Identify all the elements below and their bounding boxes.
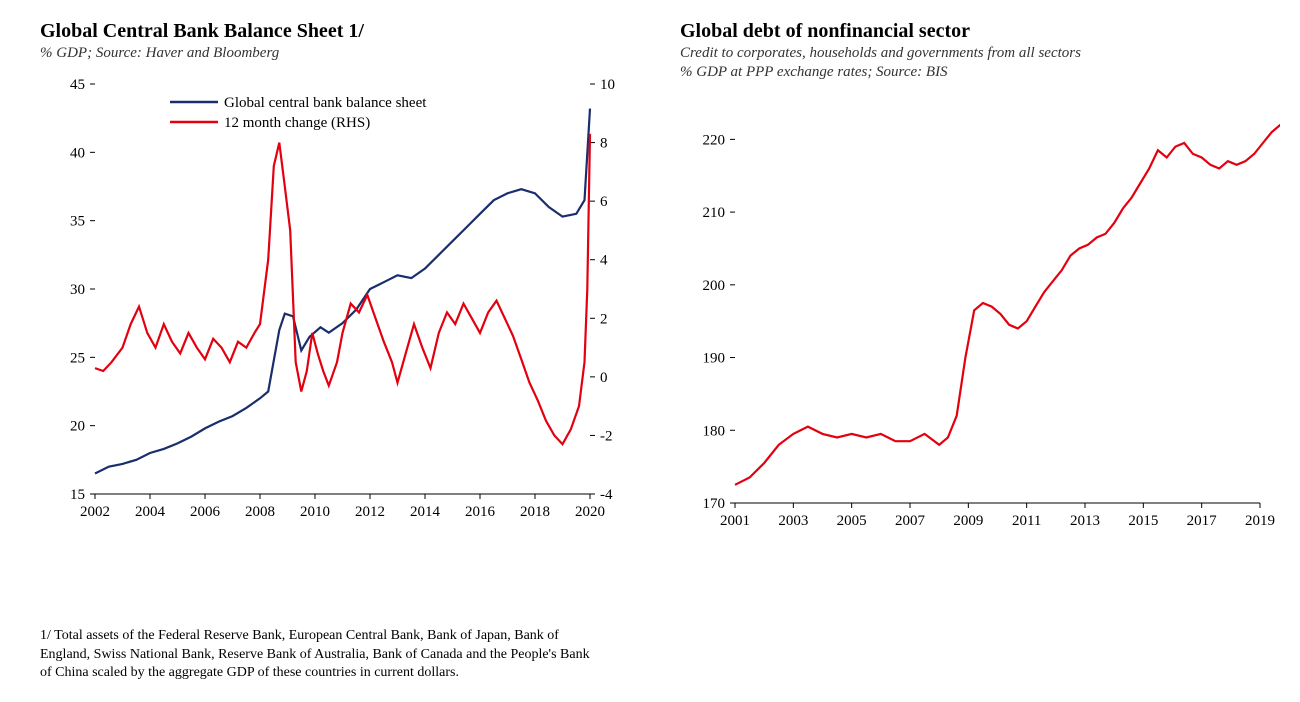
svg-text:10: 10: [600, 77, 615, 93]
svg-text:170: 170: [703, 496, 726, 512]
svg-text:-2: -2: [600, 428, 613, 444]
svg-text:0: 0: [600, 370, 608, 386]
svg-text:2014: 2014: [410, 504, 441, 520]
right-subtitle1: Credit to corporates, households and gov…: [680, 45, 1280, 62]
svg-text:25: 25: [70, 350, 85, 366]
right-chart-wrap: 170 180 190 200 210 220 2001 2003 2005 2007 2009 20…: [680, 83, 1280, 682]
svg-text:-4: -4: [600, 487, 613, 503]
left-chart-wrap: 15 20 25 30 35 40 45 -4 -2 0 2 4 6 8 10 2002 2004 2006 200…: [40, 64, 640, 621]
svg-text:2012: 2012: [355, 504, 385, 520]
svg-text:45: 45: [70, 77, 85, 93]
svg-text:2002: 2002: [80, 504, 110, 520]
right-subtitle2: % GDP at PPP exchange rates; Source: BIS: [680, 64, 1280, 81]
left-title: Global Central Bank Balance Sheet 1/: [40, 20, 640, 43]
svg-text:15: 15: [70, 487, 85, 503]
svg-text:2005: 2005: [837, 513, 867, 529]
svg-text:2007: 2007: [895, 513, 926, 529]
svg-text:2013: 2013: [1070, 513, 1100, 529]
svg-text:2: 2: [600, 311, 608, 327]
svg-text:2004: 2004: [135, 504, 166, 520]
svg-text:2019: 2019: [1245, 513, 1275, 529]
right-panel: Global debt of nonfinancial sector Credi…: [680, 20, 1280, 682]
left-footnote: 1/ Total assets of the Federal Reserve B…: [40, 627, 600, 682]
svg-text:210: 210: [703, 205, 726, 221]
series-balance-sheet: [95, 109, 590, 474]
svg-text:2010: 2010: [300, 504, 330, 520]
svg-text:2006: 2006: [190, 504, 221, 520]
svg-text:2009: 2009: [953, 513, 983, 529]
svg-text:2017: 2017: [1187, 513, 1218, 529]
svg-text:4: 4: [600, 253, 608, 269]
svg-text:2011: 2011: [1012, 513, 1041, 529]
svg-text:220: 220: [703, 132, 726, 148]
svg-text:2001: 2001: [720, 513, 750, 529]
svg-text:2008: 2008: [245, 504, 275, 520]
svg-text:200: 200: [703, 278, 726, 294]
svg-text:40: 40: [70, 145, 85, 161]
svg-text:8: 8: [600, 136, 608, 152]
svg-text:190: 190: [703, 351, 726, 367]
svg-text:2020: 2020: [575, 504, 605, 520]
left-chart: 15 20 25 30 35 40 45 -4 -2 0 2 4 6 8 10 2002 2004 2006 200…: [40, 64, 640, 534]
svg-text:12 month change (RHS): 12 month change (RHS): [224, 115, 370, 131]
series-global-debt: [735, 121, 1280, 485]
left-panel: Global Central Bank Balance Sheet 1/ % G…: [40, 20, 640, 682]
svg-text:6: 6: [600, 194, 608, 210]
svg-text:2016: 2016: [465, 504, 496, 520]
svg-text:20: 20: [70, 419, 85, 435]
svg-text:Global central bank balance sh: Global central bank balance sheet: [224, 95, 427, 111]
series-12m-change: [95, 134, 590, 444]
svg-text:2015: 2015: [1128, 513, 1158, 529]
left-subtitle: % GDP; Source: Haver and Bloomberg: [40, 45, 640, 62]
svg-text:2003: 2003: [778, 513, 808, 529]
svg-text:35: 35: [70, 214, 85, 230]
svg-text:180: 180: [703, 423, 726, 439]
right-title: Global debt of nonfinancial sector: [680, 20, 1280, 43]
svg-text:30: 30: [70, 282, 85, 298]
svg-text:2018: 2018: [520, 504, 550, 520]
right-chart: 170 180 190 200 210 220 2001 2003 2005 2007 2009 20…: [680, 83, 1280, 543]
